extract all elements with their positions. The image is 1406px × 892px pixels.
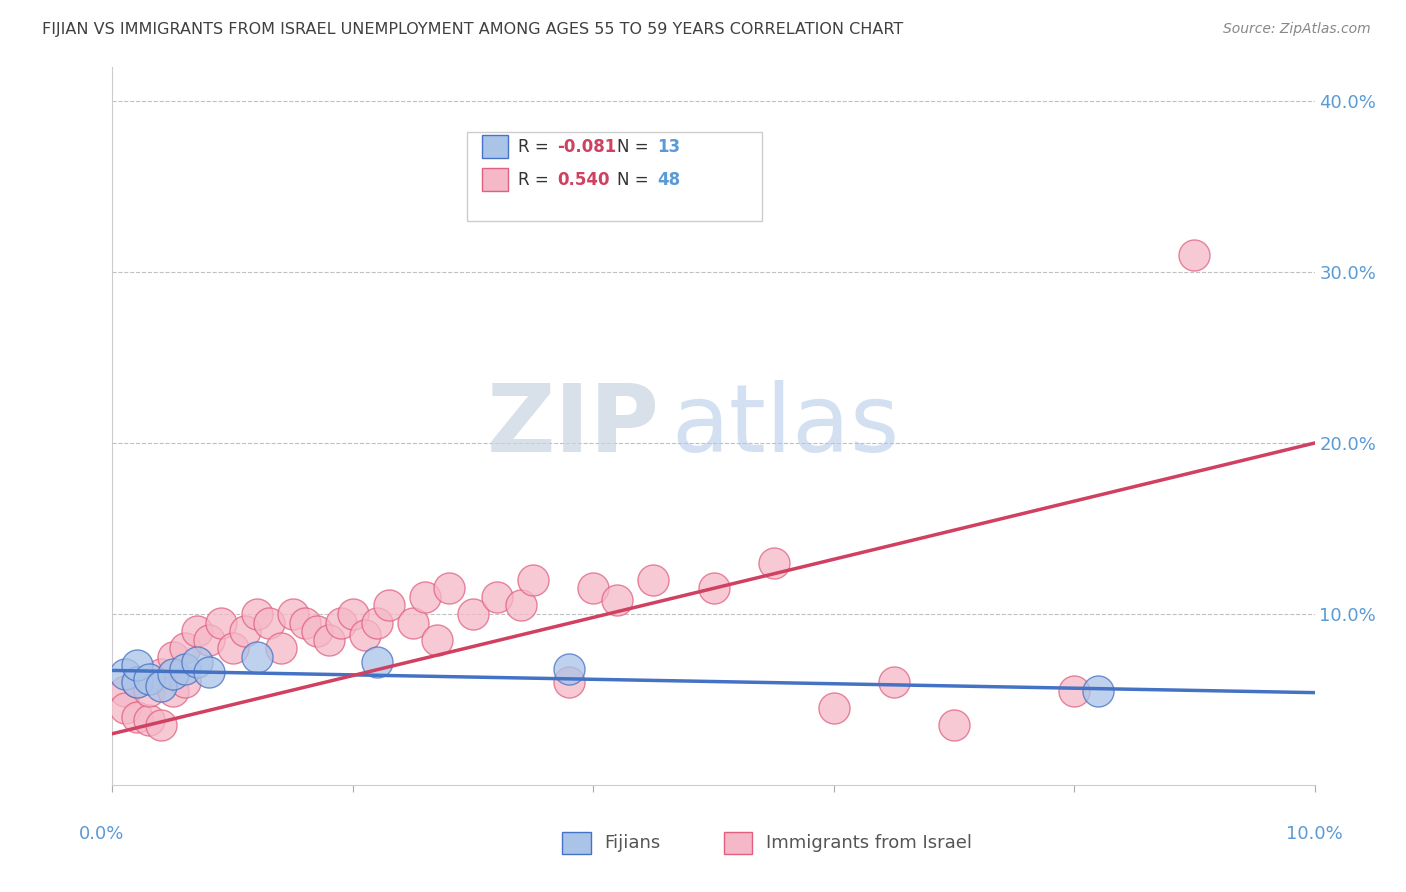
Point	[461, 607, 484, 621]
Point	[173, 662, 195, 676]
Point	[149, 679, 172, 693]
Point	[582, 582, 605, 596]
Text: R =: R =	[517, 170, 554, 188]
Point	[294, 615, 316, 630]
Point	[233, 624, 256, 639]
Point	[125, 675, 148, 690]
Point	[305, 624, 328, 639]
Point	[138, 672, 160, 686]
Point	[943, 718, 966, 732]
Point	[354, 627, 377, 641]
Point	[257, 615, 280, 630]
Point	[1087, 684, 1109, 698]
Point	[125, 709, 148, 723]
Point	[486, 590, 509, 604]
Point	[209, 615, 232, 630]
Point	[1184, 248, 1206, 262]
Point	[378, 599, 401, 613]
Text: N =: N =	[617, 170, 654, 188]
Point	[197, 632, 219, 647]
Point	[883, 675, 905, 690]
Point	[703, 582, 725, 596]
Point	[413, 590, 436, 604]
Point	[197, 665, 219, 680]
Text: Source: ZipAtlas.com: Source: ZipAtlas.com	[1223, 22, 1371, 37]
Point	[329, 615, 352, 630]
FancyBboxPatch shape	[481, 169, 508, 191]
Point	[114, 701, 136, 715]
Text: 0.0%: 0.0%	[79, 825, 124, 843]
Bar	[562, 831, 591, 855]
Text: 48: 48	[657, 170, 681, 188]
Text: 0.540: 0.540	[557, 170, 610, 188]
Point	[366, 655, 388, 669]
Text: Immigrants from Israel: Immigrants from Israel	[766, 834, 973, 852]
Bar	[724, 831, 752, 855]
Point	[138, 713, 160, 727]
Point	[823, 701, 845, 715]
Point	[558, 675, 581, 690]
Text: N =: N =	[617, 137, 654, 155]
Point	[186, 624, 208, 639]
Point	[270, 641, 292, 656]
Point	[510, 599, 533, 613]
Point	[246, 607, 269, 621]
Point	[318, 632, 340, 647]
Point	[522, 573, 544, 587]
Point	[246, 649, 269, 664]
Point	[366, 615, 388, 630]
Point	[281, 607, 304, 621]
Point	[186, 655, 208, 669]
Text: ZIP: ZIP	[486, 380, 659, 472]
Point	[426, 632, 449, 647]
Point	[643, 573, 665, 587]
Point	[114, 666, 136, 681]
Point	[402, 615, 425, 630]
Text: FIJIAN VS IMMIGRANTS FROM ISRAEL UNEMPLOYMENT AMONG AGES 55 TO 59 YEARS CORRELAT: FIJIAN VS IMMIGRANTS FROM ISRAEL UNEMPLO…	[42, 22, 904, 37]
Point	[173, 675, 195, 690]
Text: R =: R =	[517, 137, 554, 155]
Point	[125, 658, 148, 673]
Point	[762, 556, 785, 570]
Point	[114, 684, 136, 698]
Point	[558, 662, 581, 676]
Point	[222, 641, 245, 656]
Point	[342, 607, 364, 621]
FancyBboxPatch shape	[467, 131, 762, 221]
Text: 13: 13	[657, 137, 681, 155]
Point	[162, 666, 184, 681]
Point	[125, 675, 148, 690]
Point	[149, 718, 172, 732]
Text: Fijians: Fijians	[605, 834, 661, 852]
Point	[1063, 684, 1085, 698]
Point	[138, 684, 160, 698]
Point	[606, 593, 628, 607]
Point	[162, 649, 184, 664]
Text: atlas: atlas	[672, 380, 900, 472]
Point	[173, 641, 195, 656]
Point	[149, 666, 172, 681]
FancyBboxPatch shape	[481, 135, 508, 158]
Text: 10.0%: 10.0%	[1286, 825, 1343, 843]
Point	[162, 684, 184, 698]
Point	[437, 582, 460, 596]
Text: -0.081: -0.081	[557, 137, 616, 155]
